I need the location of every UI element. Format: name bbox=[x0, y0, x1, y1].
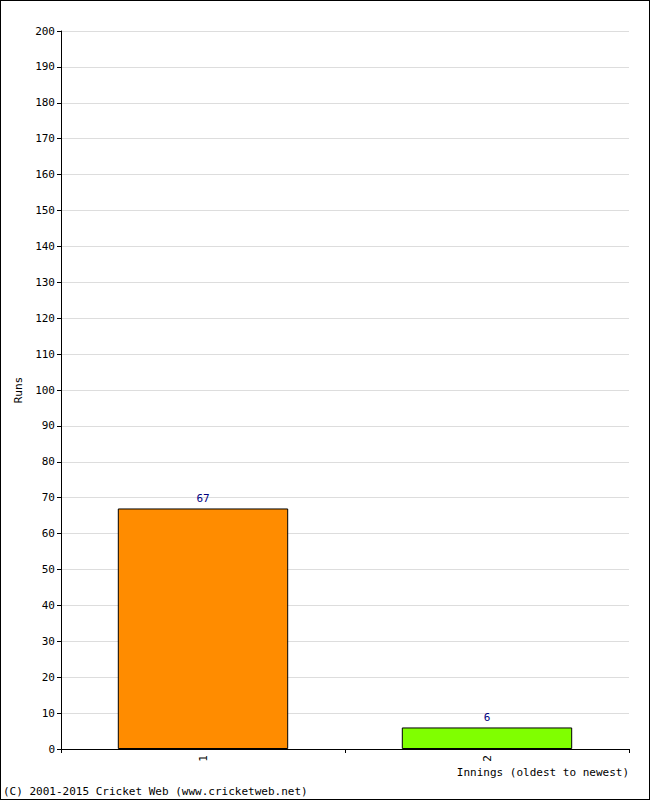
svg-text:0: 0 bbox=[48, 743, 55, 756]
svg-text:190: 190 bbox=[35, 60, 55, 73]
svg-text:100: 100 bbox=[35, 384, 55, 397]
svg-text:170: 170 bbox=[35, 132, 55, 145]
svg-text:200: 200 bbox=[35, 25, 55, 38]
svg-text:1: 1 bbox=[197, 755, 210, 762]
svg-text:Runs: Runs bbox=[12, 377, 25, 404]
svg-text:90: 90 bbox=[42, 419, 55, 432]
svg-text:2: 2 bbox=[481, 755, 494, 762]
svg-text:(C) 2001-2015 Cricket Web (www: (C) 2001-2015 Cricket Web (www.cricketwe… bbox=[3, 785, 308, 798]
svg-text:160: 160 bbox=[35, 168, 55, 181]
svg-text:80: 80 bbox=[42, 455, 55, 468]
svg-text:67: 67 bbox=[196, 492, 209, 505]
svg-text:40: 40 bbox=[42, 599, 55, 612]
svg-text:130: 130 bbox=[35, 276, 55, 289]
svg-text:60: 60 bbox=[42, 527, 55, 540]
svg-text:120: 120 bbox=[35, 312, 55, 325]
svg-text:20: 20 bbox=[42, 671, 55, 684]
svg-text:110: 110 bbox=[35, 348, 55, 361]
svg-text:Innings (oldest to newest): Innings (oldest to newest) bbox=[457, 766, 629, 779]
svg-text:10: 10 bbox=[42, 707, 55, 720]
svg-text:180: 180 bbox=[35, 96, 55, 109]
svg-text:6: 6 bbox=[484, 711, 491, 724]
svg-text:140: 140 bbox=[35, 240, 55, 253]
svg-text:30: 30 bbox=[42, 635, 55, 648]
svg-text:150: 150 bbox=[35, 204, 55, 217]
svg-text:50: 50 bbox=[42, 563, 55, 576]
svg-text:70: 70 bbox=[42, 491, 55, 504]
